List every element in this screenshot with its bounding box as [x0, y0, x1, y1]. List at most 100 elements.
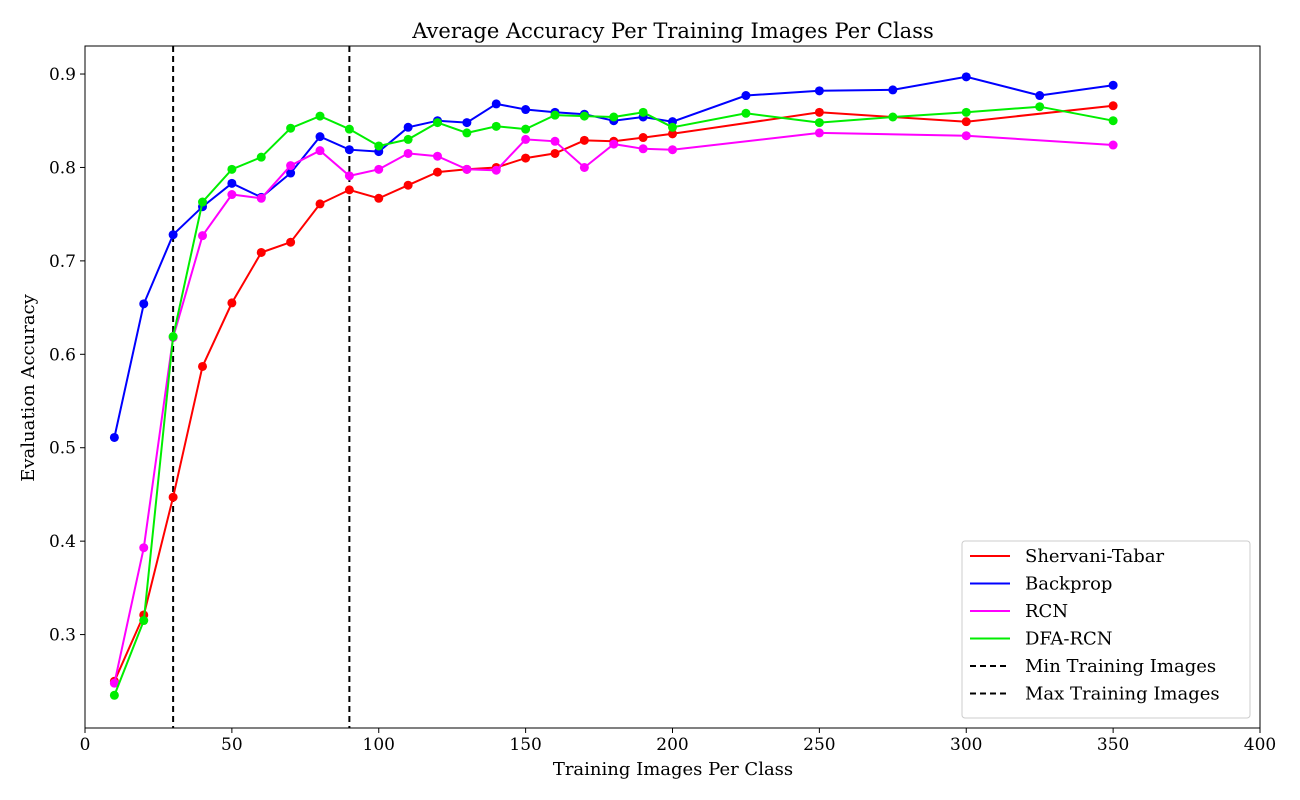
y-axis-label: Evaluation Accuracy [18, 293, 39, 481]
y-tick-label: 0.3 [49, 626, 76, 646]
data-point [814, 107, 824, 117]
x-tick-label: 350 [1097, 735, 1129, 755]
data-point [198, 231, 207, 241]
y-tick-label: 0.9 [49, 65, 76, 85]
data-point [198, 197, 207, 207]
data-point [1108, 140, 1118, 150]
data-point [109, 678, 119, 688]
series-rcn [109, 128, 1118, 688]
data-point [1108, 116, 1118, 126]
data-point [491, 165, 501, 175]
data-point [814, 128, 824, 138]
data-point [168, 230, 178, 240]
data-point [286, 237, 296, 247]
data-point [286, 161, 296, 171]
x-tick-label: 200 [656, 735, 688, 755]
data-point [168, 492, 178, 502]
data-point [579, 135, 589, 145]
data-point [961, 117, 971, 127]
data-point [638, 144, 648, 154]
data-point [741, 91, 751, 101]
data-point [403, 122, 413, 132]
data-point [741, 108, 751, 118]
data-point [227, 164, 237, 174]
data-point [1035, 91, 1045, 101]
series-backprop [109, 72, 1118, 442]
data-point [433, 151, 442, 161]
x-tick-label: 100 [363, 735, 395, 755]
data-point [286, 168, 296, 178]
data-point [668, 145, 677, 155]
data-point [638, 133, 648, 143]
data-point [109, 690, 119, 700]
data-point [403, 180, 413, 190]
data-point [198, 361, 207, 371]
x-tick-label: 300 [950, 735, 982, 755]
x-tick-label: 0 [80, 735, 91, 755]
data-point [579, 162, 589, 172]
data-point [374, 193, 384, 203]
data-point [550, 136, 560, 146]
data-point [1035, 102, 1045, 112]
data-point [344, 171, 354, 181]
y-tick-label: 0.7 [49, 252, 76, 272]
data-point [139, 543, 149, 553]
y-tick-label: 0.5 [49, 439, 76, 459]
data-point [521, 124, 531, 134]
data-point [579, 111, 589, 121]
data-point [462, 128, 472, 138]
data-point [315, 199, 325, 209]
data-point [1108, 101, 1118, 111]
data-point [256, 193, 266, 203]
data-point [315, 111, 325, 121]
data-point [286, 123, 296, 133]
data-point [550, 110, 560, 120]
data-point [961, 72, 971, 82]
data-point [668, 129, 677, 139]
series-line [113, 105, 1114, 696]
data-point [403, 134, 413, 144]
legend-label: Max Training Images [1025, 684, 1220, 705]
x-tick-label: 400 [1244, 735, 1276, 755]
data-point [521, 153, 531, 163]
data-point [109, 432, 119, 442]
x-tick-label: 50 [221, 735, 243, 755]
x-tick-label: 150 [509, 735, 541, 755]
data-point [256, 152, 266, 162]
legend-label: Min Training Images [1025, 656, 1216, 677]
data-point [888, 112, 898, 122]
data-point [256, 247, 266, 257]
legend-label: RCN [1025, 601, 1068, 622]
x-axis-label: Training Images Per Class [553, 759, 793, 780]
series-line [113, 75, 1114, 438]
data-point [403, 148, 413, 158]
y-tick-label: 0.8 [49, 158, 76, 178]
data-point [344, 185, 354, 195]
legend-box [961, 540, 1251, 719]
data-point [521, 134, 531, 144]
data-point [433, 167, 442, 177]
data-point [491, 121, 501, 131]
data-point [374, 164, 384, 174]
data-point [227, 178, 237, 188]
data-point [521, 105, 531, 115]
data-point [315, 146, 325, 156]
data-point [462, 118, 472, 128]
data-point [227, 190, 237, 200]
chart-title: Average Accuracy Per Training Images Per… [411, 19, 934, 43]
data-point [550, 148, 560, 158]
data-point [491, 99, 501, 109]
legend-label: Backprop [1025, 574, 1112, 595]
data-point [888, 85, 898, 95]
data-point [609, 112, 619, 122]
data-point [638, 107, 648, 117]
data-point [1108, 80, 1118, 90]
data-point [462, 164, 472, 174]
data-point [814, 118, 824, 128]
legend-label: DFA-RCN [1025, 629, 1113, 650]
y-tick-label: 0.6 [49, 345, 76, 365]
data-point [227, 298, 237, 308]
data-point [344, 124, 354, 134]
y-tick-label: 0.4 [49, 532, 76, 552]
